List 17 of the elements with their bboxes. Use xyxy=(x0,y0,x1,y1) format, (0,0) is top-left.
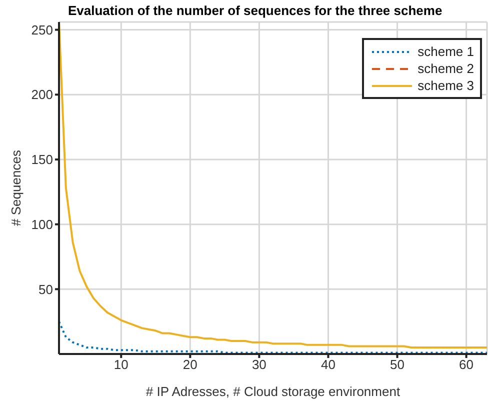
x-tick-label: 30 xyxy=(252,357,266,372)
x-axis-title: # IP Adresses, # Cloud storage environment xyxy=(146,384,400,399)
x-tick-label: 20 xyxy=(182,357,198,372)
y-tick-label: 200 xyxy=(31,87,53,102)
y-tick-label: 150 xyxy=(31,152,53,168)
y-tick-label: 250 xyxy=(31,22,53,38)
x-tick-label: 10 xyxy=(114,357,128,372)
x-tick-label: 60 xyxy=(459,357,474,372)
legend-label: scheme 1 xyxy=(418,44,474,59)
chart-title: Evaluation of the number of sequences for the three scheme xyxy=(68,3,444,18)
x-tick-label: 50 xyxy=(390,357,404,372)
legend-label: scheme 3 xyxy=(418,78,474,93)
legend-label: scheme 2 xyxy=(418,61,474,76)
x-tick-label: 40 xyxy=(320,357,336,372)
y-tick-label: 100 xyxy=(31,216,53,232)
y-axis-title: # Sequences xyxy=(8,150,24,226)
y-tick-label: 50 xyxy=(38,282,53,297)
